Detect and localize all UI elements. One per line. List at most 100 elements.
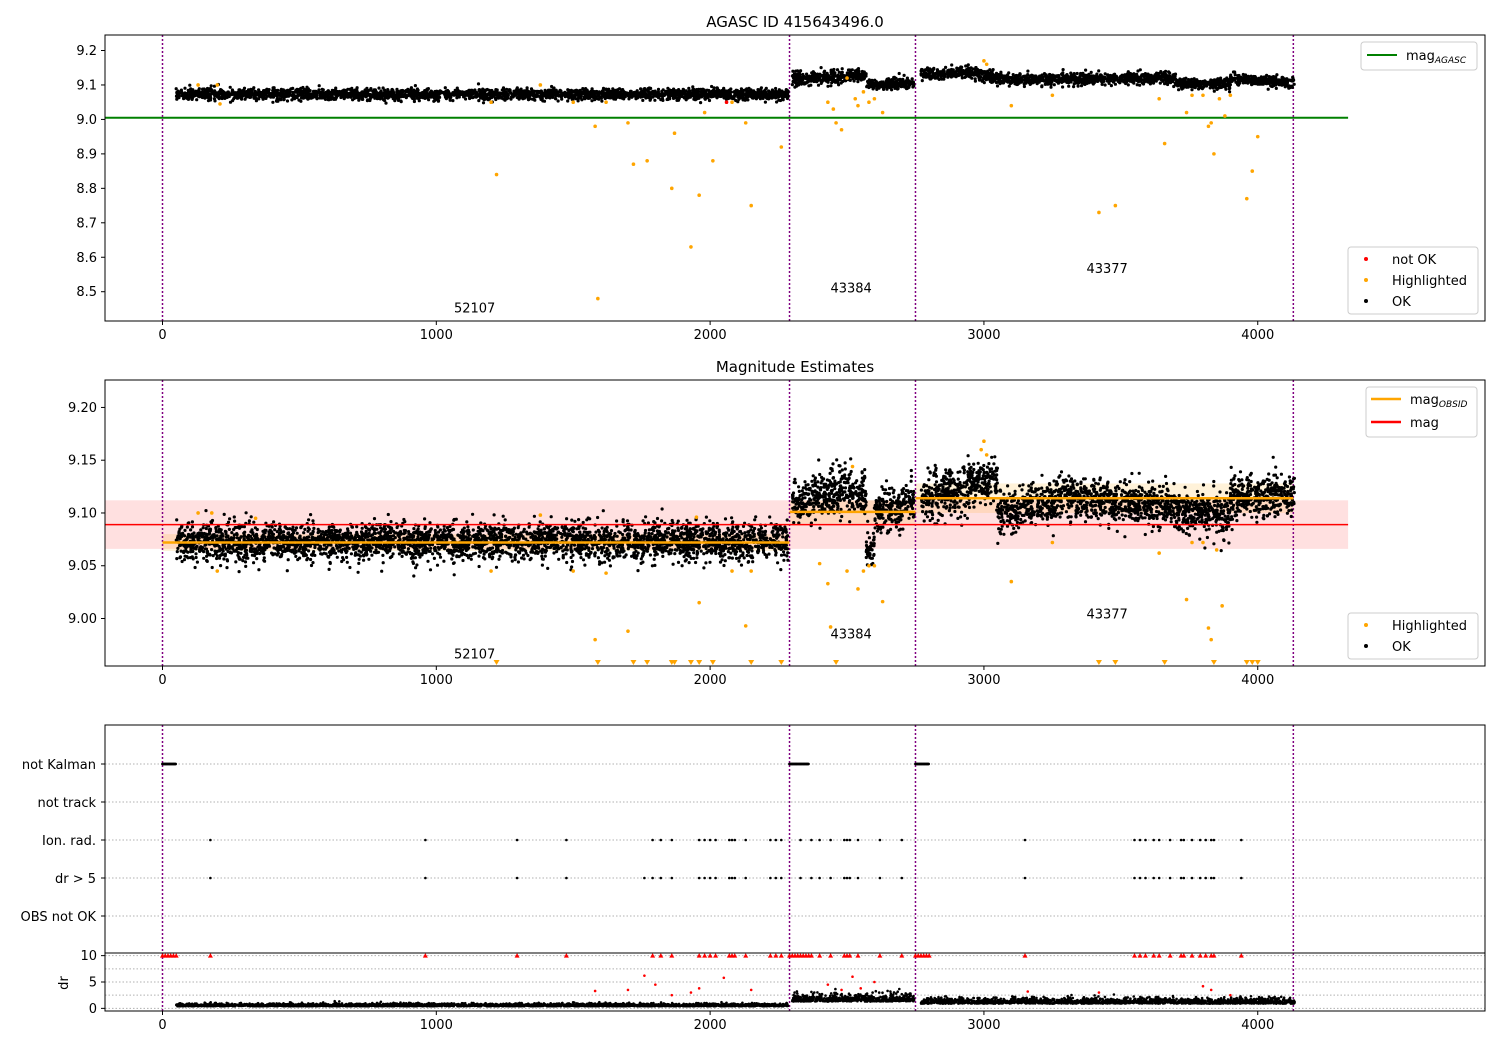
ok-point xyxy=(518,96,522,100)
highlighted-point xyxy=(1228,93,1233,98)
ok-point xyxy=(1159,78,1163,82)
ok-point xyxy=(869,79,873,83)
ok-point xyxy=(1030,73,1034,77)
ok-point xyxy=(1026,69,1030,73)
ok-point xyxy=(1233,78,1237,82)
ok-point xyxy=(856,80,860,84)
ok-point xyxy=(391,89,395,93)
ok-point xyxy=(1190,77,1194,81)
ok-point xyxy=(194,91,198,95)
ok-point xyxy=(963,75,967,79)
ok-point xyxy=(259,91,263,96)
ok-point xyxy=(383,98,387,103)
ok-point xyxy=(263,96,268,100)
ok-point xyxy=(1141,82,1146,86)
ok-point xyxy=(377,96,381,100)
ok-point xyxy=(819,66,823,70)
legend-label: Highlighted xyxy=(1392,274,1467,289)
ok-point xyxy=(1024,81,1028,85)
ok-point xyxy=(477,99,481,103)
ok-point xyxy=(1061,71,1065,75)
ok-point xyxy=(778,98,783,103)
ok-point xyxy=(481,95,486,99)
y-tick-label: 9.1 xyxy=(76,78,97,93)
obsid-label: 43377 xyxy=(1086,262,1127,277)
ok-point xyxy=(969,66,973,70)
ok-point xyxy=(271,100,275,104)
ok-point xyxy=(360,92,364,96)
ok-point xyxy=(585,88,589,92)
ok-point xyxy=(994,80,999,85)
ok-point xyxy=(981,78,985,82)
ok-point xyxy=(839,81,843,85)
ok-point xyxy=(695,94,700,98)
ok-point xyxy=(1021,75,1025,79)
highlighted-point xyxy=(984,62,989,67)
ok-point xyxy=(902,81,906,85)
ok-point xyxy=(365,92,369,96)
ok-point xyxy=(576,93,581,97)
ok-point xyxy=(710,84,714,89)
ok-point xyxy=(360,96,364,100)
ok-point xyxy=(653,98,657,102)
ok-point xyxy=(790,83,795,87)
ok-point xyxy=(1129,77,1133,81)
ok-point xyxy=(1160,72,1164,76)
ok-point xyxy=(1101,77,1105,81)
ok-point xyxy=(813,73,817,77)
ok-point xyxy=(1038,78,1042,83)
ok-point xyxy=(1065,73,1069,77)
ok-point xyxy=(767,89,771,93)
ok-point xyxy=(1142,73,1146,77)
ok-point xyxy=(826,84,830,88)
ok-point xyxy=(580,98,584,102)
ok-point xyxy=(837,83,841,87)
ok-point xyxy=(738,91,742,95)
ok-point xyxy=(327,91,332,95)
ok-point xyxy=(1213,81,1217,86)
ok-point xyxy=(1268,78,1272,82)
ok-point xyxy=(505,87,509,91)
ok-point xyxy=(1095,78,1099,82)
ok-point xyxy=(198,95,202,99)
ok-point xyxy=(240,97,244,101)
ok-point xyxy=(920,67,924,72)
ok-point xyxy=(431,93,435,97)
ok-point xyxy=(533,89,537,93)
ok-point xyxy=(1274,86,1278,90)
ok-point xyxy=(628,89,633,93)
ok-point xyxy=(939,75,943,79)
ok-point xyxy=(302,89,306,93)
ok-point xyxy=(1233,70,1237,74)
ok-point xyxy=(651,90,655,94)
ok-point xyxy=(920,72,924,76)
obsid-label: 43384 xyxy=(830,282,871,297)
ok-point xyxy=(1034,80,1038,84)
ok-point xyxy=(272,86,276,90)
ok-point xyxy=(706,96,710,100)
ok-point xyxy=(979,69,983,73)
highlighted-point xyxy=(872,96,877,101)
ok-point xyxy=(1003,74,1007,78)
ok-point xyxy=(404,90,408,94)
ok-point xyxy=(1179,85,1183,89)
ok-point xyxy=(823,69,827,73)
ok-point xyxy=(428,91,432,95)
y-tick-label: 8.6 xyxy=(76,251,97,266)
ok-point xyxy=(819,81,823,85)
ok-point xyxy=(1111,80,1116,84)
highlighted-point xyxy=(779,145,784,149)
ok-point xyxy=(488,92,492,97)
y-tick-label: 9.2 xyxy=(76,44,97,59)
ok-point xyxy=(570,97,574,101)
ok-point xyxy=(718,90,722,94)
ok-point xyxy=(406,94,410,98)
ok-point xyxy=(1087,80,1091,84)
ok-point xyxy=(590,87,594,91)
ok-point xyxy=(722,96,726,100)
ok-point xyxy=(1079,71,1083,76)
ok-point xyxy=(540,92,544,96)
ok-point xyxy=(781,93,785,97)
highlighted-point xyxy=(1212,152,1216,156)
highlighted-point xyxy=(1097,210,1101,215)
